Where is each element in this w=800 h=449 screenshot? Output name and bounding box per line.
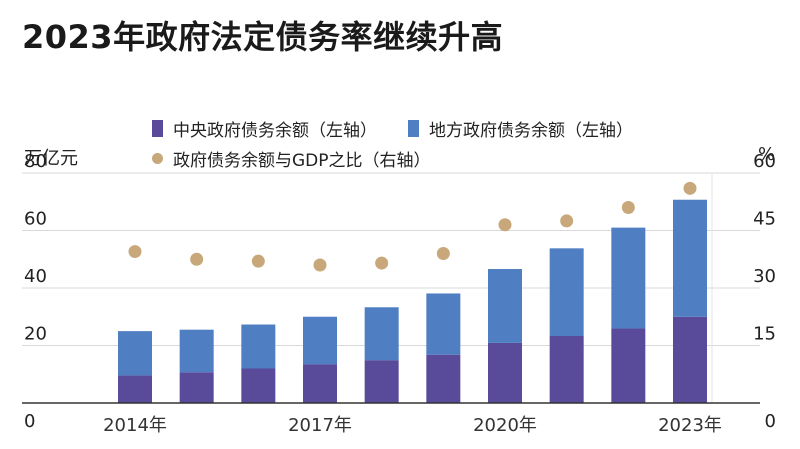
bar-central-2016 <box>241 368 276 403</box>
ratio-point-2016 <box>251 254 265 268</box>
left-tick-60: 60 <box>24 209 47 230</box>
bar-central-2022 <box>611 328 646 403</box>
right-tick-45: 45 <box>753 209 776 230</box>
right-tick-30: 30 <box>753 266 776 287</box>
ratio-point-2018 <box>375 256 389 270</box>
right-tick-0: 0 <box>765 411 776 432</box>
x-tick-2020: 2020年 <box>473 415 537 436</box>
bar-local-2019 <box>426 293 461 355</box>
legend-swatch-ratio <box>152 153 163 164</box>
bar-local-2022 <box>611 227 646 329</box>
left-tick-20: 20 <box>24 324 47 345</box>
ratio-point-2014 <box>128 245 142 259</box>
bar-local-2016 <box>241 324 276 369</box>
left-tick-40: 40 <box>24 266 47 287</box>
right-axis-unit: % <box>758 144 776 165</box>
bar-local-2014 <box>118 331 152 376</box>
ratio-point-2019 <box>436 247 450 260</box>
chart-title: 2023年政府法定债务率继续升高 <box>22 18 504 56</box>
left-axis-unit: 万亿元 <box>24 148 78 169</box>
bar-local-2023 <box>673 199 707 317</box>
legend-swatch-central <box>152 120 163 137</box>
bar-central-2023 <box>673 316 707 403</box>
bar-central-2019 <box>426 354 461 403</box>
ratio-point-2015 <box>190 252 204 266</box>
bar-local-2018 <box>364 307 399 361</box>
right-tick-60: 60 <box>753 151 776 172</box>
right-tick-15: 15 <box>753 324 776 345</box>
legend-label-ratio: 政府债务余额与GDP之比（右轴） <box>173 151 431 171</box>
bar-local-2020 <box>488 269 522 343</box>
x-tick-2023: 2023年 <box>658 415 722 436</box>
bar-central-2021 <box>549 336 584 403</box>
bar-local-2017 <box>303 316 337 365</box>
bar-local-2021 <box>549 248 584 337</box>
bar-central-2014 <box>118 375 152 403</box>
legend-label-central: 中央政府债务余额（左轴） <box>173 121 377 141</box>
legend-item-local: 地方政府债务余额（左轴） <box>408 116 633 141</box>
ratio-point-2023 <box>683 181 697 195</box>
bar-central-2020 <box>488 342 522 403</box>
legend-label-local: 地方政府债务余额（左轴） <box>429 121 633 141</box>
legend-swatch-local <box>408 120 419 137</box>
left-tick-80: 80 <box>24 151 47 172</box>
left-tick-0: 0 <box>24 411 35 432</box>
x-tick-2014: 2014年 <box>103 415 167 436</box>
bar-central-2015 <box>179 372 214 403</box>
ratio-point-2022 <box>621 201 635 214</box>
legend-item-ratio: 政府债务余额与GDP之比（右轴） <box>152 146 431 171</box>
bar-central-2018 <box>364 360 399 403</box>
ratio-point-2020 <box>498 218 512 232</box>
bar-local-2015 <box>179 329 214 373</box>
ratio-point-2021 <box>560 214 574 228</box>
ratio-point-2017 <box>313 258 327 272</box>
bar-central-2017 <box>303 364 337 403</box>
x-tick-2017: 2017年 <box>288 415 352 436</box>
legend-item-central: 中央政府债务余额（左轴） <box>152 116 377 141</box>
